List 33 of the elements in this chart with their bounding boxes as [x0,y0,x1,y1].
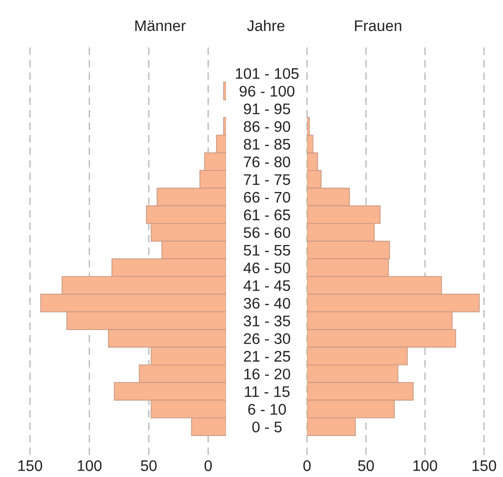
x-tick-label: 100 [413,460,438,472]
x-tick-label: 150 [18,460,42,472]
bar [223,82,226,100]
y-tick-label: 11 - 15 [244,386,290,398]
y-tick-label: 21 - 25 [244,350,290,362]
y-tick-label: 26 - 30 [244,333,290,344]
y-tick-label: 66 - 70 [244,192,290,203]
y-tick-label: 101 - 105 [236,68,299,79]
y-tick-label: 71 - 75 [244,174,290,185]
y-tick-label: 96 - 100 [240,86,294,97]
y-tick-label: 36 - 40 [244,298,290,309]
x-tick-label: 100 [78,460,102,472]
y-tick-label: 16 - 20 [244,368,290,380]
x-tick-label: 0 [303,460,311,472]
y-tick-label: 41 - 45 [244,280,290,292]
y-axis-title: Jahre [247,20,284,32]
x-tick-label: 0 [204,460,212,472]
y-tick-label: 0 - 5 [252,422,282,432]
y-tick-label: 81 - 85 [244,138,290,150]
y-tick-label: 56 - 60 [244,227,290,238]
y-tick-label: 86 - 90 [244,121,290,132]
y-tick-label: 46 - 50 [244,262,290,274]
y-tick-label: 91 - 95 [244,103,290,114]
y-tick-label: 76 - 80 [244,156,290,168]
x-tick-label: 50 [358,460,374,472]
y-tick-label: 6 - 10 [248,404,286,415]
chart-title: Männer [135,20,186,32]
x-tick-label: 50 [140,460,157,472]
y-tick-label: 31 - 35 [244,316,290,326]
chart-title: Frauen [355,20,402,32]
x-tick-label: 150 [472,460,496,472]
y-tick-label: 61 - 65 [244,210,290,220]
y-tick-label: 51 - 55 [244,245,290,256]
